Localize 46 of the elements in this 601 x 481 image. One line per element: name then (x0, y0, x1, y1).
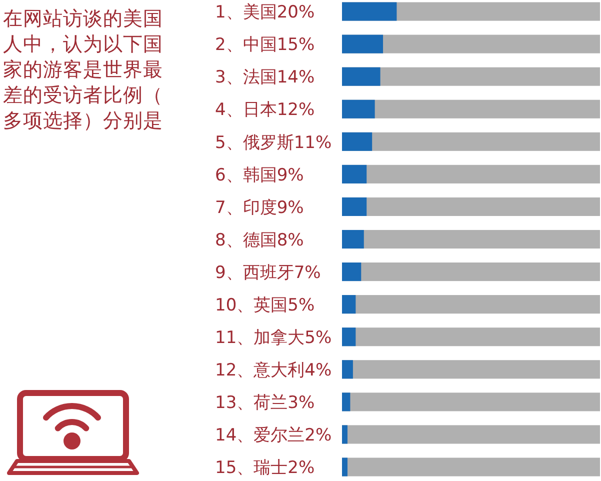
data-label: 2% (288, 458, 315, 478)
data-label: 3% (288, 393, 315, 414)
bar (342, 67, 380, 86)
bar (342, 100, 375, 118)
bar (342, 230, 364, 249)
bar (342, 262, 362, 282)
bar (342, 458, 348, 476)
bar (342, 425, 348, 444)
y-tick-label: 4、日本 (215, 100, 277, 120)
data-label: 9% (276, 198, 304, 218)
y-tick-label: 6、韩国 (215, 165, 277, 186)
data-label: 15% (276, 35, 315, 56)
bar (342, 360, 353, 379)
data-label: 11% (294, 132, 332, 153)
bar (342, 34, 384, 54)
data-label: 7% (294, 262, 321, 283)
bar (342, 132, 372, 151)
y-tick-label: 2、中国 (215, 35, 277, 56)
data-label: 9% (276, 165, 304, 186)
bar (342, 164, 367, 184)
bar (342, 2, 397, 21)
y-tick-label: 8、德国 (215, 230, 277, 250)
bar (342, 295, 356, 314)
y-tick-label: 7、印度 (215, 198, 277, 218)
data-label: 12% (276, 100, 315, 120)
data-label: 20% (276, 2, 315, 23)
y-tick-label: 15、瑞士 (215, 458, 288, 478)
y-tick-label: 13、荷兰 (215, 393, 288, 414)
y-tick-label: 14、爱尔兰 (215, 426, 305, 446)
y-tick-label: 10、英国 (215, 295, 288, 316)
data-label: 5% (304, 328, 332, 348)
text: 在网站访谈的美国人中，认为以下国家的游客是世界最差的受访者比例（多项选择）分别是 (3, 7, 163, 132)
data-label: 4% (304, 360, 332, 381)
data-label: 2% (304, 426, 332, 446)
bar (342, 392, 350, 412)
bar (342, 328, 356, 346)
data-label: 5% (288, 295, 315, 316)
bar (342, 197, 367, 216)
y-tick-label: 1、美国 (215, 2, 277, 23)
y-tick-label: 5、俄罗斯 (215, 132, 294, 153)
data-label: 8% (276, 230, 304, 250)
y-tick-label: 12、意大利 (215, 360, 305, 381)
y-tick-label: 11、加拿大 (215, 328, 305, 348)
data-label: 14% (276, 68, 315, 88)
y-tick-label: 3、法国 (215, 68, 277, 88)
y-tick-label: 9、西班牙 (215, 262, 294, 283)
